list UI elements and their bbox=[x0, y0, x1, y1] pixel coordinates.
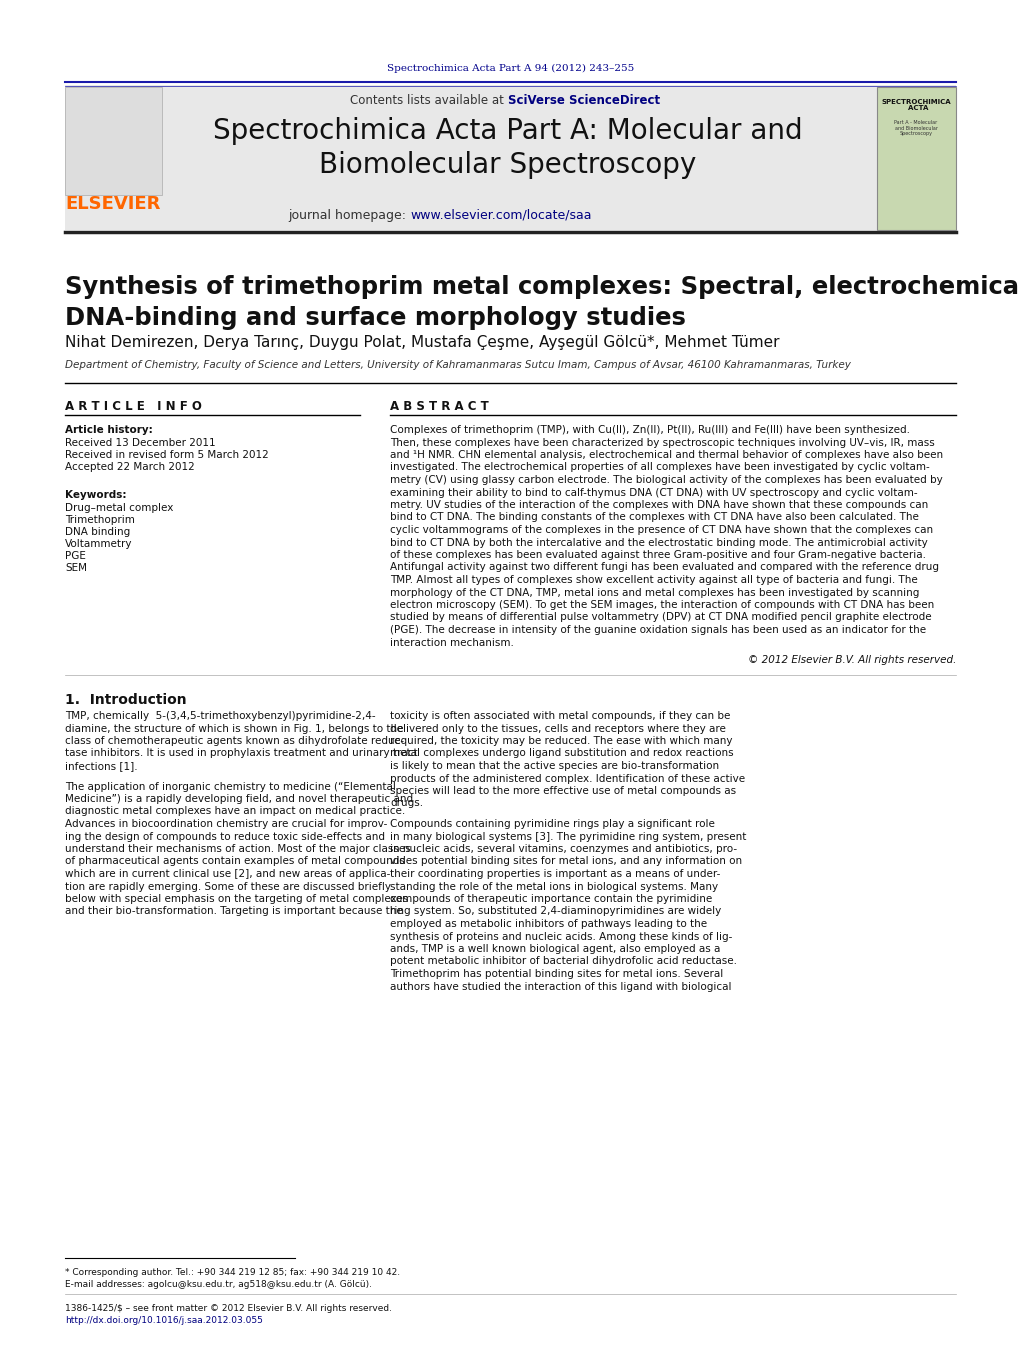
Text: metry. UV studies of the interaction of the complexes with DNA have shown that t: metry. UV studies of the interaction of … bbox=[390, 500, 928, 509]
Text: (PGE). The decrease in intensity of the guanine oxidation signals has been used : (PGE). The decrease in intensity of the … bbox=[390, 626, 926, 635]
Text: understand their mechanisms of action. Most of the major classes: understand their mechanisms of action. M… bbox=[65, 844, 410, 854]
Text: studied by means of differential pulse voltammetry (DPV) at CT DNA modified penc: studied by means of differential pulse v… bbox=[390, 612, 931, 623]
Text: ing the design of compounds to reduce toxic side-effects and: ing the design of compounds to reduce to… bbox=[65, 831, 385, 842]
Text: investigated. The electrochemical properties of all complexes have been investig: investigated. The electrochemical proper… bbox=[390, 462, 930, 473]
Text: species will lead to the more effective use of metal compounds as: species will lead to the more effective … bbox=[390, 786, 736, 796]
Text: toxicity is often associated with metal compounds, if they can be: toxicity is often associated with metal … bbox=[390, 711, 730, 721]
Text: potent metabolic inhibitor of bacterial dihydrofolic acid reductase.: potent metabolic inhibitor of bacterial … bbox=[390, 957, 737, 966]
Text: ELSEVIER: ELSEVIER bbox=[65, 195, 160, 213]
Text: Voltammetry: Voltammetry bbox=[65, 539, 133, 549]
Text: 1386-1425/$ – see front matter © 2012 Elsevier B.V. All rights reserved.: 1386-1425/$ – see front matter © 2012 El… bbox=[65, 1304, 392, 1313]
Text: standing the role of the metal ions in biological systems. Many: standing the role of the metal ions in b… bbox=[390, 881, 718, 892]
Text: drugs.: drugs. bbox=[390, 798, 423, 808]
Text: tase inhibitors. It is used in prophylaxis treatment and urinary tract: tase inhibitors. It is used in prophylax… bbox=[65, 748, 418, 758]
Text: Accepted 22 March 2012: Accepted 22 March 2012 bbox=[65, 462, 195, 471]
Text: morphology of the CT DNA, TMP, metal ions and metal complexes has been investiga: morphology of the CT DNA, TMP, metal ion… bbox=[390, 588, 919, 597]
Text: is likely to mean that the active species are bio-transformation: is likely to mean that the active specie… bbox=[390, 761, 719, 771]
Text: below with special emphasis on the targeting of metal complexes: below with special emphasis on the targe… bbox=[65, 894, 408, 904]
Text: diagnostic metal complexes have an impact on medical practice.: diagnostic metal complexes have an impac… bbox=[65, 807, 405, 816]
Text: SPECTROCHIMICA
  ACTA: SPECTROCHIMICA ACTA bbox=[881, 99, 951, 112]
Text: The application of inorganic chemistry to medicine (“Elemental: The application of inorganic chemistry t… bbox=[65, 781, 396, 792]
Text: compounds of therapeutic importance contain the pyrimidine: compounds of therapeutic importance cont… bbox=[390, 894, 713, 904]
Text: www.elsevier.com/locate/saa: www.elsevier.com/locate/saa bbox=[410, 208, 591, 222]
Text: which are in current clinical use [2], and new areas of applica-: which are in current clinical use [2], a… bbox=[65, 869, 390, 880]
Text: journal homepage:: journal homepage: bbox=[288, 208, 410, 222]
FancyBboxPatch shape bbox=[65, 86, 162, 195]
Text: ring system. So, substituted 2,4-diaminopyrimidines are widely: ring system. So, substituted 2,4-diamino… bbox=[390, 907, 721, 916]
Text: PGE: PGE bbox=[65, 551, 86, 561]
Text: interaction mechanism.: interaction mechanism. bbox=[390, 638, 514, 647]
Text: Then, these complexes have been characterized by spectroscopic techniques involv: Then, these complexes have been characte… bbox=[390, 438, 935, 447]
Text: vides potential binding sites for metal ions, and any information on: vides potential binding sites for metal … bbox=[390, 857, 742, 866]
Text: Drug–metal complex: Drug–metal complex bbox=[65, 503, 174, 513]
Text: A B S T R A C T: A B S T R A C T bbox=[390, 400, 489, 413]
Text: TMP, chemically  5-(3,4,5-trimethoxybenzyl)pyrimidine-2,4-: TMP, chemically 5-(3,4,5-trimethoxybenzy… bbox=[65, 711, 376, 721]
Text: Received in revised form 5 March 2012: Received in revised form 5 March 2012 bbox=[65, 450, 269, 459]
Text: infections [1].: infections [1]. bbox=[65, 761, 138, 771]
Text: Article history:: Article history: bbox=[65, 426, 153, 435]
Text: SEM: SEM bbox=[65, 563, 87, 573]
Text: Trimethoprim: Trimethoprim bbox=[65, 515, 135, 526]
Text: and ¹H NMR. CHN elemental analysis, electrochemical and thermal behavior of comp: and ¹H NMR. CHN elemental analysis, elec… bbox=[390, 450, 943, 459]
Text: Advances in biocoordination chemistry are crucial for improv-: Advances in biocoordination chemistry ar… bbox=[65, 819, 387, 830]
Text: Complexes of trimethoprim (TMP), with Cu(II), Zn(II), Pt(II), Ru(III) and Fe(III: Complexes of trimethoprim (TMP), with Cu… bbox=[390, 426, 910, 435]
Text: class of chemotherapeutic agents known as dihydrofolate reduc-: class of chemotherapeutic agents known a… bbox=[65, 736, 404, 746]
Text: their coordinating properties is important as a means of under-: their coordinating properties is importa… bbox=[390, 869, 721, 880]
Text: SciVerse ScienceDirect: SciVerse ScienceDirect bbox=[508, 93, 661, 107]
Text: products of the administered complex. Identification of these active: products of the administered complex. Id… bbox=[390, 774, 745, 784]
Text: metry (CV) using glassy carbon electrode. The biological activity of the complex: metry (CV) using glassy carbon electrode… bbox=[390, 476, 942, 485]
Text: © 2012 Elsevier B.V. All rights reserved.: © 2012 Elsevier B.V. All rights reserved… bbox=[747, 655, 956, 665]
Text: of these complexes has been evaluated against three Gram-positive and four Gram-: of these complexes has been evaluated ag… bbox=[390, 550, 926, 561]
Text: Compounds containing pyrimidine rings play a significant role: Compounds containing pyrimidine rings pl… bbox=[390, 819, 715, 830]
Text: http://dx.doi.org/10.1016/j.saa.2012.03.055: http://dx.doi.org/10.1016/j.saa.2012.03.… bbox=[65, 1316, 262, 1325]
Text: metal complexes undergo ligand substitution and redox reactions: metal complexes undergo ligand substitut… bbox=[390, 748, 734, 758]
Text: E-mail addresses: agolcu@ksu.edu.tr, ag518@ksu.edu.tr (A. Gölcü).: E-mail addresses: agolcu@ksu.edu.tr, ag5… bbox=[65, 1279, 372, 1289]
Text: A R T I C L E   I N F O: A R T I C L E I N F O bbox=[65, 400, 202, 413]
Text: diamine, the structure of which is shown in Fig. 1, belongs to the: diamine, the structure of which is shown… bbox=[65, 724, 403, 734]
Text: Contents lists available at: Contents lists available at bbox=[350, 93, 508, 107]
Text: employed as metabolic inhibitors of pathways leading to the: employed as metabolic inhibitors of path… bbox=[390, 919, 708, 929]
Text: Synthesis of trimethoprim metal complexes: Spectral, electrochemical, thermal,
D: Synthesis of trimethoprim metal complexe… bbox=[65, 276, 1021, 330]
Text: bind to CT DNA by both the intercalative and the electrostatic binding mode. The: bind to CT DNA by both the intercalative… bbox=[390, 538, 928, 547]
Text: and their bio-transformation. Targeting is important because the: and their bio-transformation. Targeting … bbox=[65, 907, 402, 916]
Text: in nucleic acids, several vitamins, coenzymes and antibiotics, pro-: in nucleic acids, several vitamins, coen… bbox=[390, 844, 737, 854]
Text: synthesis of proteins and nucleic acids. Among these kinds of lig-: synthesis of proteins and nucleic acids.… bbox=[390, 931, 732, 942]
Text: Keywords:: Keywords: bbox=[65, 490, 127, 500]
Text: DNA binding: DNA binding bbox=[65, 527, 131, 536]
Text: required, the toxicity may be reduced. The ease with which many: required, the toxicity may be reduced. T… bbox=[390, 736, 732, 746]
Text: tion are rapidly emerging. Some of these are discussed briefly: tion are rapidly emerging. Some of these… bbox=[65, 881, 391, 892]
Text: Medicine”) is a rapidly developing field, and novel therapeutic and: Medicine”) is a rapidly developing field… bbox=[65, 794, 414, 804]
Text: Nihat Demirezen, Derya Tarınç, Duygu Polat, Mustafa Çeşme, Ayşegül Gölcü*, Mehme: Nihat Demirezen, Derya Tarınç, Duygu Pol… bbox=[65, 335, 779, 350]
Text: Spectrochimica Acta Part A: Molecular and
Biomolecular Spectroscopy: Spectrochimica Acta Part A: Molecular an… bbox=[213, 116, 803, 180]
Text: authors have studied the interaction of this ligand with biological: authors have studied the interaction of … bbox=[390, 981, 731, 992]
Text: electron microscopy (SEM). To get the SEM images, the interaction of compounds w: electron microscopy (SEM). To get the SE… bbox=[390, 600, 934, 611]
Text: in many biological systems [3]. The pyrimidine ring system, present: in many biological systems [3]. The pyri… bbox=[390, 831, 746, 842]
Text: examining their ability to bind to calf-thymus DNA (CT DNA) with UV spectroscopy: examining their ability to bind to calf-… bbox=[390, 488, 918, 497]
Text: * Corresponding author. Tel.: +90 344 219 12 85; fax: +90 344 219 10 42.: * Corresponding author. Tel.: +90 344 21… bbox=[65, 1269, 400, 1277]
FancyBboxPatch shape bbox=[877, 86, 956, 230]
Text: of pharmaceutical agents contain examples of metal compounds: of pharmaceutical agents contain example… bbox=[65, 857, 405, 866]
Text: Received 13 December 2011: Received 13 December 2011 bbox=[65, 438, 215, 449]
Text: delivered only to the tissues, cells and receptors where they are: delivered only to the tissues, cells and… bbox=[390, 724, 726, 734]
FancyBboxPatch shape bbox=[65, 85, 956, 230]
Text: cyclic voltammograms of the complexes in the presence of CT DNA have shown that : cyclic voltammograms of the complexes in… bbox=[390, 526, 933, 535]
Text: Spectrochimica Acta Part A 94 (2012) 243–255: Spectrochimica Acta Part A 94 (2012) 243… bbox=[387, 63, 635, 73]
Text: ands, TMP is a well known biological agent, also employed as a: ands, TMP is a well known biological age… bbox=[390, 944, 721, 954]
Text: Part A - Molecular
and Biomolecular
Spectroscopy: Part A - Molecular and Biomolecular Spec… bbox=[894, 120, 937, 136]
Text: TMP. Almost all types of complexes show excellent activity against all type of b: TMP. Almost all types of complexes show … bbox=[390, 576, 918, 585]
Text: 1.  Introduction: 1. Introduction bbox=[65, 693, 187, 707]
Text: Department of Chemistry, Faculty of Science and Letters, University of Kahramanm: Department of Chemistry, Faculty of Scie… bbox=[65, 359, 850, 370]
Text: Trimethoprim has potential binding sites for metal ions. Several: Trimethoprim has potential binding sites… bbox=[390, 969, 723, 979]
Text: Antifungal activity against two different fungi has been evaluated and compared : Antifungal activity against two differen… bbox=[390, 562, 939, 573]
Text: bind to CT DNA. The binding constants of the complexes with CT DNA have also bee: bind to CT DNA. The binding constants of… bbox=[390, 512, 919, 523]
